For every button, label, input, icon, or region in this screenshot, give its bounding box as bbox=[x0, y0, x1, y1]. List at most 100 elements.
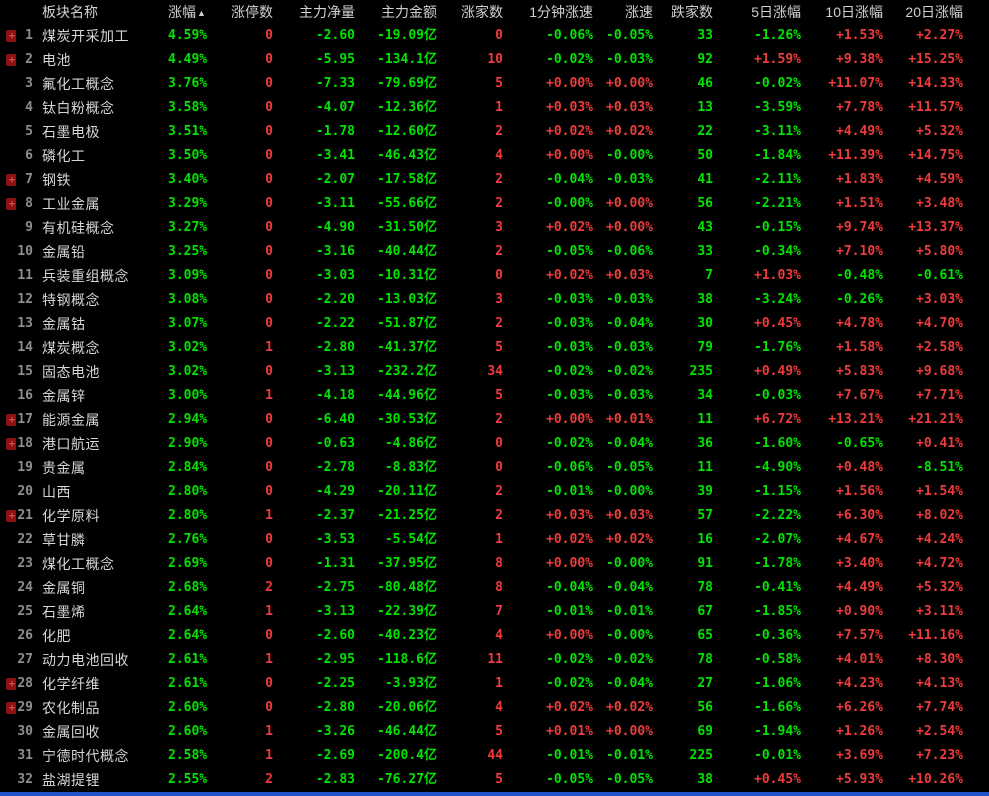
table-row[interactable]: 15 固态电池 3.02% 0 -3.13 -232.2亿 34 -0.02% -0.02% 23… bbox=[0, 360, 989, 384]
table-row[interactable]: +8 工业金属 3.29% 0 -3.11 -55.66亿 2 -0.00% +0.00% 56 -… bbox=[0, 192, 989, 216]
table-row[interactable]: 25 石墨烯 2.64% 1 -3.13 -22.39亿 7 -0.01% -0.01% 67 -1… bbox=[0, 600, 989, 624]
alert-plus-icon[interactable]: + bbox=[6, 54, 16, 66]
col-header-sp1[interactable]: 1分钟涨速 bbox=[529, 4, 593, 20]
table-row[interactable]: +18 港口航运 2.90% 0 -0.63 -4.86亿 0 -0.02% -0.04% 36 -… bbox=[0, 432, 989, 456]
cell-d20: +9.68% bbox=[916, 364, 963, 379]
col-header-down[interactable]: 跌家数 bbox=[671, 4, 713, 20]
table-row[interactable]: 20 山西 2.80% 0 -4.29 -20.11亿 2 -0.01% -0.00% 39 -1.… bbox=[0, 480, 989, 504]
cell-amt: -76.27亿 bbox=[377, 772, 437, 787]
table-row[interactable]: 13 金属钴 3.07% 0 -2.22 -51.87亿 2 -0.03% -0.04% 30 +0… bbox=[0, 312, 989, 336]
cell-marker bbox=[0, 600, 16, 624]
table-row[interactable]: 31 宁德时代概念 2.58% 1 -2.69 -200.4亿 44 -0.01% -0.01%… bbox=[0, 744, 989, 768]
cell-d5: -1.84% bbox=[754, 148, 801, 163]
cell-d10: +4.78% bbox=[836, 316, 883, 331]
table-row[interactable]: 12 特钢概念 3.08% 0 -2.20 -13.03亿 3 -0.03% -0.03% 38 -… bbox=[0, 288, 989, 312]
cell-sp1: +0.03% bbox=[546, 100, 593, 115]
cell-sp1: -0.03% bbox=[546, 340, 593, 355]
cell-down: 235 bbox=[689, 364, 713, 379]
cell-lu: 1 bbox=[265, 748, 273, 763]
col-header-name[interactable]: 板块名称 bbox=[42, 4, 98, 20]
cell-sp: +0.02% bbox=[606, 532, 653, 547]
alert-plus-icon[interactable]: + bbox=[6, 174, 16, 186]
table-row[interactable]: +21 化学原料 2.80% 1 -2.37 -21.25亿 2 +0.03% +0.03% 57… bbox=[0, 504, 989, 528]
table-row[interactable]: +17 能源金属 2.94% 0 -6.40 -30.53亿 2 +0.00% +0.01% 11… bbox=[0, 408, 989, 432]
cell-amt: -46.44亿 bbox=[377, 724, 437, 739]
col-header-d20[interactable]: 20日涨幅 bbox=[905, 4, 963, 20]
cell-amt: -20.11亿 bbox=[377, 484, 437, 499]
alert-plus-icon[interactable]: + bbox=[6, 198, 16, 210]
cell-up: 3 bbox=[495, 220, 503, 235]
cell-lu: 0 bbox=[265, 364, 273, 379]
table-row[interactable]: 6 磷化工 3.50% 0 -3.41 -46.43亿 4 +0.00% -0.00% 50 -1.… bbox=[0, 144, 989, 168]
alert-plus-icon[interactable]: + bbox=[6, 438, 16, 450]
cell-amt: -19.09亿 bbox=[377, 28, 437, 43]
cell-up: 1 bbox=[495, 676, 503, 691]
cell-name: 金属铅 bbox=[42, 244, 86, 260]
table-row[interactable]: 19 贵金属 2.84% 0 -2.78 -8.83亿 0 -0.06% -0.05% 11 -4.… bbox=[0, 456, 989, 480]
table-row[interactable]: 30 金属回收 2.60% 1 -3.26 -46.44亿 5 +0.01% +0.00% 69 -… bbox=[0, 720, 989, 744]
col-header-d10[interactable]: 10日涨幅 bbox=[825, 4, 883, 20]
cell-d10: -0.48% bbox=[836, 268, 883, 283]
table-row[interactable]: 32 盐湖提锂 2.55% 2 -2.83 -76.27亿 5 -0.05% -0.05% 38 +… bbox=[0, 768, 989, 792]
cell-sp: -0.02% bbox=[606, 652, 653, 667]
table-row[interactable]: +2 电池 4.49% 0 -5.95 -134.1亿 10 -0.02% -0.03% 92 +1… bbox=[0, 48, 989, 72]
cell-amt: -12.36亿 bbox=[377, 100, 437, 115]
alert-plus-icon[interactable]: + bbox=[6, 678, 16, 690]
cell-amt: -40.44亿 bbox=[377, 244, 437, 259]
table-row[interactable]: +7 钢铁 3.40% 0 -2.07 -17.58亿 2 -0.04% -0.03% 41 -2.… bbox=[0, 168, 989, 192]
table-row[interactable]: 22 草甘膦 2.76% 0 -3.53 -5.54亿 1 +0.02% +0.02% 16 -2.… bbox=[0, 528, 989, 552]
cell-chg: 4.49% bbox=[168, 52, 208, 67]
cell-marker bbox=[0, 216, 16, 240]
cell-net: -2.20 bbox=[315, 292, 355, 307]
cell-name: 贵金属 bbox=[42, 460, 86, 476]
alert-plus-icon[interactable]: + bbox=[6, 702, 16, 714]
alert-plus-icon[interactable]: + bbox=[6, 414, 16, 426]
col-header-d5[interactable]: 5日涨幅 bbox=[751, 4, 801, 20]
cell-up: 0 bbox=[495, 436, 503, 451]
cell-d10: +6.26% bbox=[836, 700, 883, 715]
col-header-amt[interactable]: 主力金额 bbox=[381, 4, 437, 20]
horizontal-scrollbar[interactable] bbox=[0, 792, 989, 796]
cell-d5: +1.03% bbox=[754, 268, 801, 283]
cell-lu: 0 bbox=[265, 196, 273, 211]
table-row[interactable]: 24 金属铜 2.68% 2 -2.75 -80.48亿 8 -0.04% -0.04% 78 -0… bbox=[0, 576, 989, 600]
cell-net: -2.60 bbox=[315, 628, 355, 643]
col-header-net[interactable]: 主力净量 bbox=[299, 4, 355, 20]
cell-name: 山西 bbox=[42, 484, 71, 500]
table-row[interactable]: +1 煤炭开采加工 4.59% 0 -2.60 -19.09亿 0 -0.06% -0.05% 3… bbox=[0, 24, 989, 48]
table-row[interactable]: 14 煤炭概念 3.02% 1 -2.80 -41.37亿 5 -0.03% -0.03% 79 -… bbox=[0, 336, 989, 360]
table-row[interactable]: 11 兵装重组概念 3.09% 0 -3.03 -10.31亿 0 +0.02% +0.03% 7… bbox=[0, 264, 989, 288]
cell-amt: -51.87亿 bbox=[377, 316, 437, 331]
col-header-chg[interactable]: 涨幅▲ bbox=[168, 4, 206, 20]
cell-sp: -0.02% bbox=[606, 364, 653, 379]
alert-plus-icon[interactable]: + bbox=[6, 510, 16, 522]
table-row[interactable]: 9 有机硅概念 3.27% 0 -4.90 -31.50亿 3 +0.02% +0.00% 43 -… bbox=[0, 216, 989, 240]
table-row[interactable]: 23 煤化工概念 2.69% 0 -1.31 -37.95亿 8 +0.00% -0.00% 91… bbox=[0, 552, 989, 576]
cell-chg: 3.27% bbox=[168, 220, 208, 235]
cell-chg: 3.25% bbox=[168, 244, 208, 259]
cell-lu: 0 bbox=[265, 676, 273, 691]
cell-sp1: -0.03% bbox=[546, 292, 593, 307]
table-row[interactable]: 16 金属锌 3.00% 1 -4.18 -44.96亿 5 -0.03% -0.03% 34 -0… bbox=[0, 384, 989, 408]
cell-amt: -3.93亿 bbox=[384, 676, 437, 691]
table-row[interactable]: 5 石墨电极 3.51% 0 -1.78 -12.60亿 2 +0.02% +0.02% 22 -3… bbox=[0, 120, 989, 144]
cell-sp1: +0.00% bbox=[546, 148, 593, 163]
col-header-sp[interactable]: 涨速 bbox=[625, 4, 653, 20]
table-row[interactable]: +28 化学纤维 2.61% 0 -2.25 -3.93亿 1 -0.02% -0.04% 27 -… bbox=[0, 672, 989, 696]
table-row[interactable]: 10 金属铅 3.25% 0 -3.16 -40.44亿 2 -0.05% -0.06% 33 -0… bbox=[0, 240, 989, 264]
table-row[interactable]: 26 化肥 2.64% 0 -2.60 -40.23亿 4 +0.00% -0.00% 65 -0.… bbox=[0, 624, 989, 648]
table-row[interactable]: 4 钛白粉概念 3.58% 0 -4.07 -12.36亿 1 +0.03% +0.03% 13 -… bbox=[0, 96, 989, 120]
cell-d20: +4.13% bbox=[916, 676, 963, 691]
cell-lu: 0 bbox=[265, 700, 273, 715]
table-row[interactable]: 27 动力电池回收 2.61% 1 -2.95 -118.6亿 11 -0.02% -0.02%… bbox=[0, 648, 989, 672]
cell-chg: 2.94% bbox=[168, 412, 208, 427]
table-row[interactable]: +29 农化制品 2.60% 0 -2.80 -20.06亿 4 +0.02% +0.02% 56… bbox=[0, 696, 989, 720]
cell-idx: 7 bbox=[25, 172, 33, 187]
col-header-lu[interactable]: 涨停数 bbox=[231, 4, 273, 20]
alert-plus-icon[interactable]: + bbox=[6, 30, 16, 42]
cell-chg: 2.84% bbox=[168, 460, 208, 475]
col-header-up[interactable]: 涨家数 bbox=[461, 4, 503, 20]
cell-idx: 4 bbox=[25, 100, 33, 115]
table-row[interactable]: 3 氟化工概念 3.76% 0 -7.33 -79.69亿 5 +0.00% +0.00% 46 -… bbox=[0, 72, 989, 96]
cell-sp1: +0.02% bbox=[546, 124, 593, 139]
